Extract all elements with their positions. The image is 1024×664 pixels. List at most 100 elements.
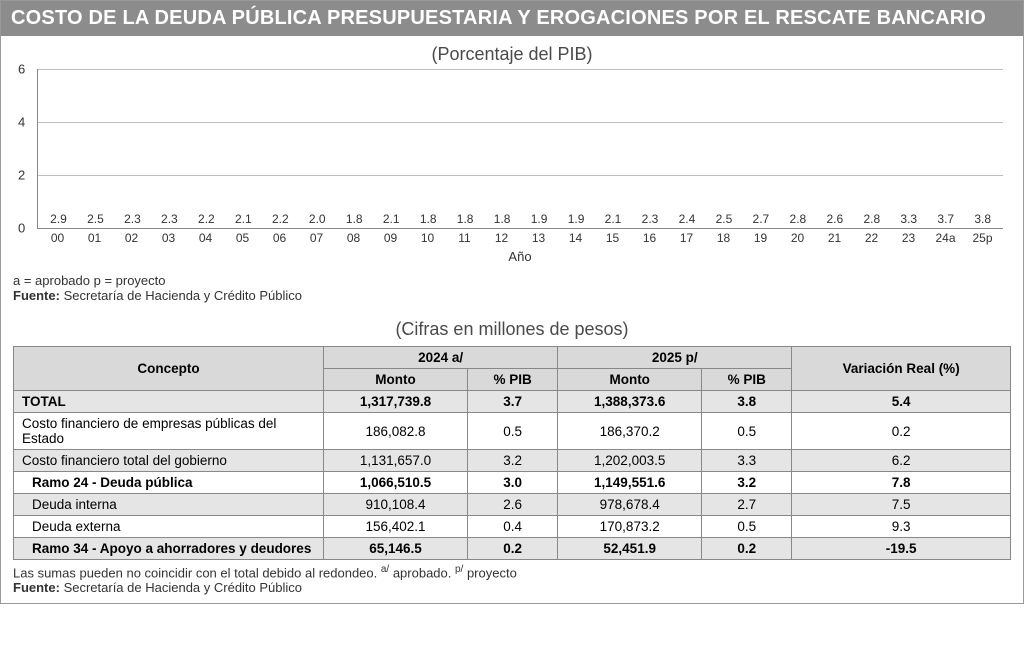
cell-value: 0.5 <box>702 413 792 450</box>
x-category-label: 16 <box>633 231 666 245</box>
footnote-sup-a: a/ <box>381 564 389 575</box>
cell-value: 1,149,551.6 <box>558 472 702 494</box>
x-category-label: 15 <box>596 231 629 245</box>
table-source: Fuente: Secretaría de Hacienda y Crédito… <box>13 580 1011 595</box>
x-category-label: 17 <box>670 231 703 245</box>
x-category-label: 04 <box>189 231 222 245</box>
table-body: TOTAL1,317,739.83.71,388,373.63.85.4Cost… <box>14 391 1011 560</box>
bar-value-label: 2.8 <box>863 212 880 226</box>
col-variacion: Variación Real (%) <box>792 347 1011 391</box>
col-group-2024: 2024 a/ <box>324 347 558 369</box>
chart-legend-note: a = aprobado p = proyecto <box>13 273 1011 288</box>
table-footnote: Las sumas pueden no coincidir con el tot… <box>13 564 1011 580</box>
x-category-label: 02 <box>115 231 148 245</box>
bar-value-label: 2.6 <box>826 212 843 226</box>
x-category-label: 06 <box>263 231 296 245</box>
bar-value-label: 2.1 <box>605 212 622 226</box>
y-tick-label: 2 <box>18 168 25 183</box>
x-category-label: 08 <box>337 231 370 245</box>
cell-value: 2.6 <box>468 494 558 516</box>
bar-value-label: 2.5 <box>87 212 104 226</box>
source-text: Secretaría de Hacienda y Crédito Público <box>60 580 302 595</box>
source-text: Secretaría de Hacienda y Crédito Público <box>60 288 302 303</box>
bar-value-label: 1.9 <box>568 212 585 226</box>
cell-value: 5.4 <box>792 391 1011 413</box>
x-category-label: 12 <box>485 231 518 245</box>
bar-value-label: 2.8 <box>790 212 807 226</box>
cell-value: -19.5 <box>792 538 1011 560</box>
cell-concept: Deuda externa <box>14 516 324 538</box>
bar-value-label: 2.0 <box>309 212 326 226</box>
x-category-label: 25p <box>966 231 999 245</box>
cell-value: 3.7 <box>468 391 558 413</box>
cell-value: 3.2 <box>702 472 792 494</box>
x-category-label: 05 <box>226 231 259 245</box>
cell-value: 0.5 <box>468 413 558 450</box>
y-tick-label: 0 <box>18 221 25 236</box>
bar-value-label: 2.1 <box>235 212 252 226</box>
bar-value-label: 2.7 <box>753 212 770 226</box>
cell-value: 9.3 <box>792 516 1011 538</box>
col-concept: Concepto <box>14 347 324 391</box>
cell-value: 1,131,657.0 <box>324 450 468 472</box>
col-monto-2025: Monto <box>558 369 702 391</box>
cell-value: 186,370.2 <box>558 413 702 450</box>
x-category-label: 00 <box>41 231 74 245</box>
cell-value: 0.2 <box>792 413 1011 450</box>
x-category-label: 13 <box>522 231 555 245</box>
chart-subtitle: (Porcentaje del PIB) <box>13 44 1011 65</box>
y-tick-label: 6 <box>18 62 25 77</box>
cell-value: 0.5 <box>702 516 792 538</box>
cell-concept: Ramo 34 - Apoyo a ahorradores y deudores <box>14 538 324 560</box>
cell-value: 910,108.4 <box>324 494 468 516</box>
x-category-label: 21 <box>818 231 851 245</box>
x-category-label: 11 <box>448 231 481 245</box>
x-category-label: 23 <box>892 231 925 245</box>
table-head: Concepto 2024 a/ 2025 p/ Variación Real … <box>14 347 1011 391</box>
table-header-row-1: Concepto 2024 a/ 2025 p/ Variación Real … <box>14 347 1011 369</box>
col-pib-2024: % PIB <box>468 369 558 391</box>
y-tick-label: 4 <box>18 115 25 130</box>
cell-concept: TOTAL <box>14 391 324 413</box>
cell-value: 7.5 <box>792 494 1011 516</box>
data-table: Concepto 2024 a/ 2025 p/ Variación Real … <box>13 346 1011 560</box>
cell-value: 156,402.1 <box>324 516 468 538</box>
bar-value-label: 2.3 <box>124 212 141 226</box>
source-label: Fuente: <box>13 580 60 595</box>
table-row: Deuda interna910,108.42.6978,678.42.77.5 <box>14 494 1011 516</box>
source-label: Fuente: <box>13 288 60 303</box>
cell-value: 0.4 <box>468 516 558 538</box>
cell-value: 0.2 <box>702 538 792 560</box>
bar-value-label: 1.8 <box>457 212 474 226</box>
x-category-label: 03 <box>152 231 185 245</box>
footnote-p-text: proyecto <box>463 565 516 580</box>
table-subtitle: (Cifras en millones de pesos) <box>1 319 1023 340</box>
bar-value-label: 2.5 <box>716 212 733 226</box>
bar-value-label: 1.8 <box>494 212 511 226</box>
gridline <box>38 122 1003 123</box>
x-category-label: 09 <box>374 231 407 245</box>
cell-value: 1,317,739.8 <box>324 391 468 413</box>
table-row: TOTAL1,317,739.83.71,388,373.63.85.4 <box>14 391 1011 413</box>
infographic-container: COSTO DE LA DEUDA PÚBLICA PRESUPUESTARIA… <box>0 0 1024 604</box>
cell-value: 1,202,003.5 <box>558 450 702 472</box>
table-row: Costo financiero de empresas públicas de… <box>14 413 1011 450</box>
x-category-label: 18 <box>707 231 740 245</box>
cell-value: 186,082.8 <box>324 413 468 450</box>
x-category-label: 22 <box>855 231 888 245</box>
cell-value: 170,873.2 <box>558 516 702 538</box>
cell-value: 6.2 <box>792 450 1011 472</box>
bar-value-label: 2.3 <box>161 212 178 226</box>
cell-value: 52,451.9 <box>558 538 702 560</box>
bar-value-label: 3.3 <box>900 212 917 226</box>
cell-value: 0.2 <box>468 538 558 560</box>
table-row: Ramo 34 - Apoyo a ahorradores y deudores… <box>14 538 1011 560</box>
gridline <box>38 175 1003 176</box>
col-group-2025: 2025 p/ <box>558 347 792 369</box>
bar-value-label: 1.8 <box>346 212 363 226</box>
table-notes: Las sumas pueden no coincidir con el tot… <box>1 560 1023 603</box>
x-category-label: 19 <box>744 231 777 245</box>
bar-value-label: 2.9 <box>50 212 67 226</box>
col-monto-2024: Monto <box>324 369 468 391</box>
x-category-label: 24a <box>929 231 962 245</box>
